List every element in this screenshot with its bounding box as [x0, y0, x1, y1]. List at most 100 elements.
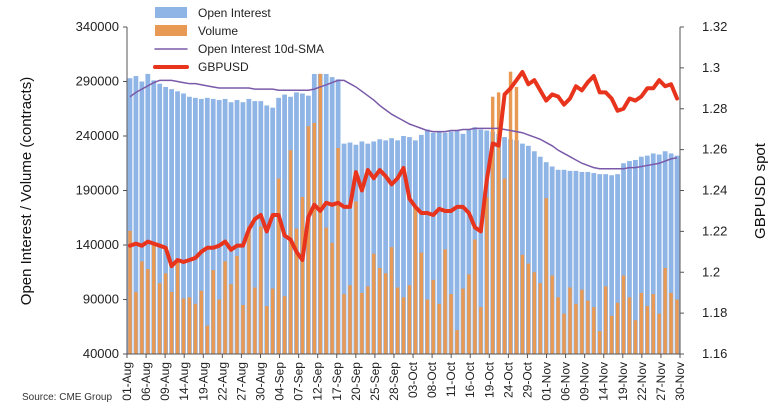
x-tick-label: 07-Sep: [292, 362, 306, 401]
volume-bar: [288, 150, 293, 354]
volume-bar: [413, 206, 418, 354]
volume-bar: [383, 273, 388, 354]
open-interest-bar: [549, 166, 555, 354]
open-interest-bar: [668, 153, 674, 354]
open-interest-bar: [163, 86, 169, 354]
x-tick-label: 30-Aug: [253, 362, 267, 401]
open-interest-bar: [627, 161, 632, 354]
open-interest-bar: [151, 80, 157, 354]
open-interest-bar: [573, 170, 579, 354]
volume-bar: [300, 197, 305, 354]
x-tick-label: 03-Oct: [406, 361, 420, 398]
open-interest-bar: [210, 98, 216, 354]
volume-bar: [312, 122, 317, 354]
legend-label: Open Interest 10d-SMA: [198, 42, 324, 56]
volume-bar: [669, 292, 673, 354]
open-interest-bar: [656, 154, 662, 354]
x-tick-label: 08-Oct: [425, 361, 439, 398]
volume-bar: [663, 267, 667, 354]
x-tick-label: 22-Nov: [635, 362, 649, 401]
volume-bar: [437, 303, 441, 354]
legend-swatch-volume: [155, 25, 187, 36]
open-interest-bar: [365, 143, 371, 354]
volume-bar: [157, 283, 162, 354]
volume-bar: [431, 279, 435, 354]
volume-bar: [675, 299, 679, 354]
open-interest-bar: [252, 101, 258, 355]
gbpusd-line: [127, 69, 680, 269]
open-interest-bar: [395, 140, 400, 354]
open-interest-bar: [478, 129, 484, 354]
open-interest-bar: [591, 173, 597, 354]
volume-bar: [609, 315, 614, 354]
volume-bar: [282, 296, 287, 354]
open-interest-bar: [638, 156, 644, 354]
open-interest-bar: [567, 170, 573, 354]
volume-bar: [134, 291, 138, 354]
open-interest-bar: [579, 171, 585, 354]
volume-bar: [175, 262, 180, 354]
y-left-tick-label: 240000: [76, 128, 119, 143]
open-interest-bar: [585, 171, 591, 354]
open-interest-bar: [323, 73, 329, 355]
volume-bar: [223, 261, 227, 354]
volume-bar: [306, 126, 311, 354]
volume-bar: [550, 275, 554, 354]
x-tick-label: 14-Nov: [597, 362, 611, 401]
volume-bar: [508, 71, 513, 354]
volume-bar: [496, 92, 501, 355]
open-interest-bar: [222, 98, 228, 354]
open-interest-bar: [633, 159, 638, 354]
volume-bar: [562, 313, 566, 354]
volume-bar: [598, 331, 602, 354]
volume-bar: [627, 297, 632, 354]
open-interest-bar: [282, 94, 287, 354]
axes: 340000 290000 240000 190000 140000 90000 40000…: [76, 19, 728, 401]
volume-bar: [294, 228, 299, 354]
volume-bar: [633, 320, 638, 354]
legend-label: Open Interest: [198, 6, 271, 20]
volume-bar: [651, 294, 655, 354]
open-interest-bar: [448, 131, 454, 354]
open-interest-bar: [466, 129, 472, 354]
open-interest-bar: [133, 76, 139, 355]
volume-bar: [372, 253, 376, 354]
volume-bar: [270, 288, 275, 354]
open-interest-bar: [377, 139, 383, 354]
y-left-tick-label: 290000: [76, 74, 119, 89]
y-left-tick-label: 140000: [76, 237, 119, 252]
volume-bar: [235, 255, 239, 354]
open-interest-bar: [525, 145, 531, 354]
volume-bar: [621, 275, 626, 354]
y-right-tick-label: 1.24: [702, 183, 727, 198]
x-tick-label: 19-Aug: [196, 362, 210, 401]
open-interest-bar: [157, 83, 163, 355]
legend-label: Volume: [198, 24, 238, 38]
x-tick-label: 09-Nov: [578, 362, 592, 401]
open-interest-bar: [240, 102, 246, 355]
y-left-tick-label: 40000: [83, 346, 119, 361]
volume-bar: [461, 288, 465, 354]
open-interest-bar: [127, 78, 133, 354]
volume-bar: [407, 285, 412, 354]
volume-bar: [348, 285, 352, 354]
volume-bar: [330, 242, 334, 354]
volume-bar: [324, 227, 328, 354]
y-left-tick-label: 190000: [76, 183, 119, 198]
open-interest-bar: [341, 143, 347, 354]
open-interest-bar: [674, 155, 680, 354]
volume-bar: [485, 197, 489, 354]
x-tick-label: 09-Aug: [158, 362, 172, 401]
y-left-tick-label: 90000: [83, 292, 119, 307]
volume-bar: [318, 72, 322, 354]
open-interest-bar: [181, 93, 186, 355]
volume-bar: [169, 291, 174, 354]
x-tick-label: 20-Sep: [349, 362, 363, 401]
volume-bar: [568, 287, 572, 354]
x-tick-label: 01-Nov: [540, 362, 554, 401]
open-interest-bar: [609, 175, 614, 354]
open-interest-bar: [169, 89, 174, 354]
volume-bar: [217, 299, 221, 354]
volume-bar: [532, 272, 537, 354]
